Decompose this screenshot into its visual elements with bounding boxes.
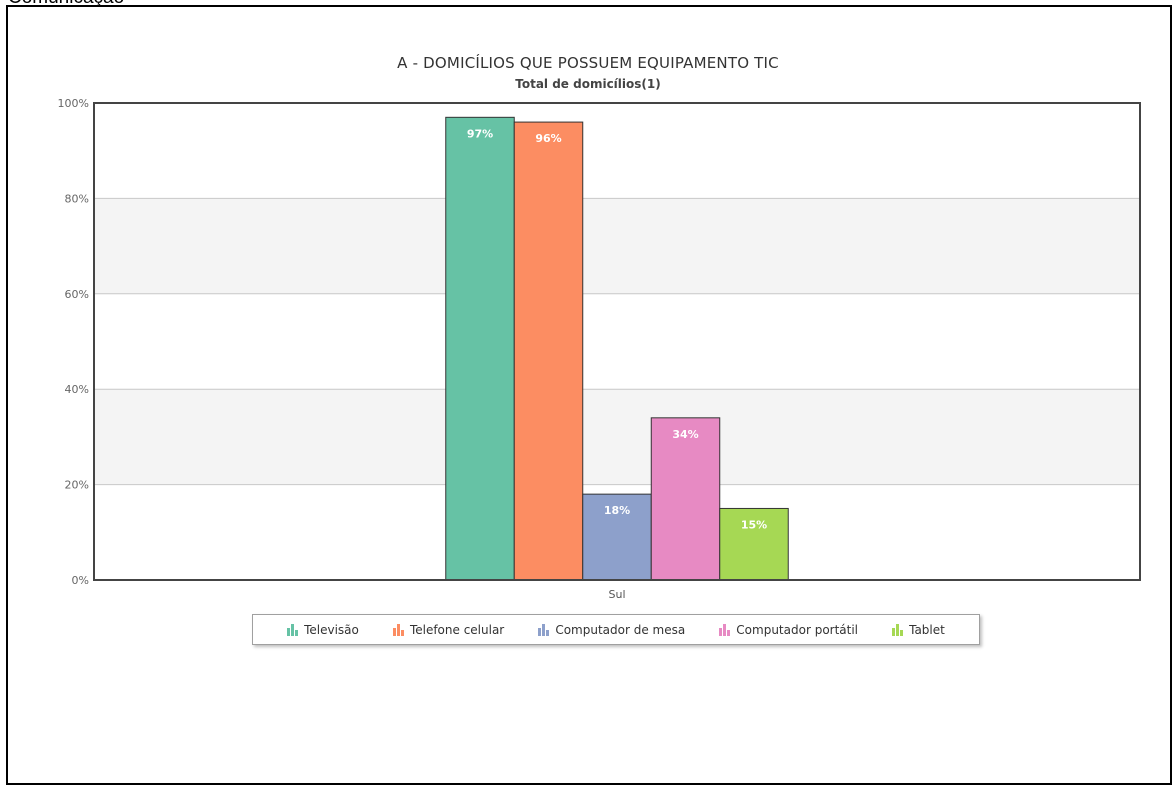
legend-label: Telefone celular <box>409 622 505 637</box>
y-axis-ticks: 0% 20% 40% 60% 80% 100% <box>58 97 89 587</box>
bar-chart-icon <box>719 623 731 636</box>
y-tick-label: 20% <box>65 479 89 492</box>
legend-item[interactable]: Telefone celular <box>392 622 505 637</box>
y-tick-label: 40% <box>65 383 89 396</box>
page-heading-cut: Comunicação <box>8 0 124 9</box>
legend-item[interactable]: Tablet <box>892 623 945 637</box>
legend-item[interactable]: Televisão <box>287 623 359 637</box>
data-labels: 97% 96% 18% 34% 15% <box>467 127 767 531</box>
legend-item[interactable]: Computador portátil <box>719 623 858 637</box>
data-label: 96% <box>535 132 561 145</box>
data-label: 18% <box>604 504 630 517</box>
chart-title: A - DOMICÍLIOS QUE POSSUEM EQUIPAMENTO T… <box>397 54 779 72</box>
y-tick-label: 80% <box>65 192 89 205</box>
legend-label: Computador portátil <box>736 622 859 637</box>
legend: Televisão Telefone celular Computador de m… <box>252 614 980 645</box>
data-label: 15% <box>741 518 767 531</box>
bar <box>650 417 721 581</box>
data-label: 34% <box>672 428 698 441</box>
bar-chart-icon <box>287 623 299 636</box>
bar-chart-icon <box>892 623 904 636</box>
legend-label: Tablet <box>909 622 945 637</box>
bar <box>445 116 515 581</box>
y-tick-label: 60% <box>65 288 89 301</box>
plot-band <box>94 389 1140 485</box>
bar <box>719 507 789 581</box>
plot-border <box>93 102 1141 581</box>
legend-label: Computador de mesa <box>555 622 686 637</box>
bar-chart-icon <box>538 623 550 636</box>
data-label: 97% <box>467 127 493 140</box>
plot-band <box>94 198 1140 294</box>
bars <box>445 116 789 581</box>
bar <box>582 493 652 581</box>
legend-label: Televisão <box>304 622 359 637</box>
chart-subtitle: Total de domicílios(1) <box>515 77 661 91</box>
bar <box>513 121 584 581</box>
y-tick-label: 0% <box>72 574 89 587</box>
plot-bands <box>94 198 1140 485</box>
x-tick-label: Sul <box>608 588 625 601</box>
x-axis-ticks: Sul <box>608 588 625 601</box>
legend-item[interactable]: Computador de mesa <box>538 623 685 637</box>
bar-chart-icon <box>392 623 405 636</box>
y-tick-label: 100% <box>58 97 89 110</box>
